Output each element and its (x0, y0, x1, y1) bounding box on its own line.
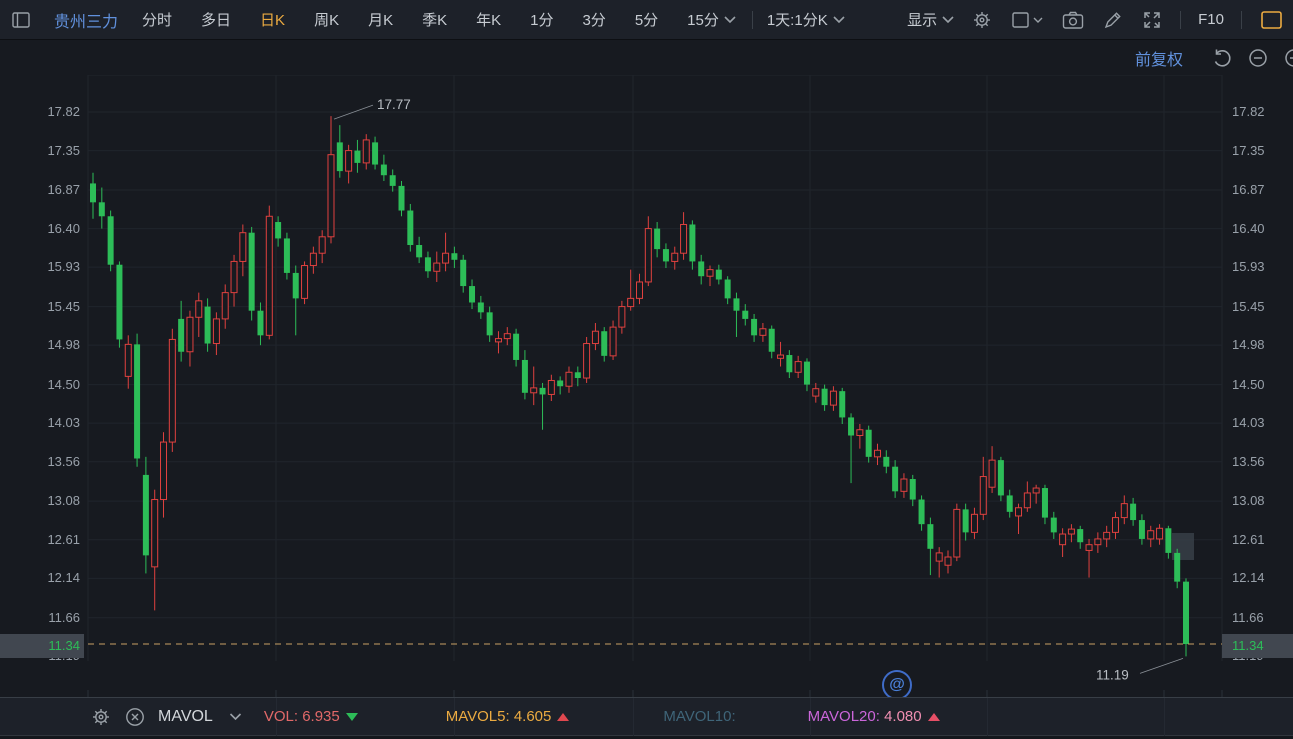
indicator-settings-gear-icon[interactable] (90, 706, 112, 728)
watermark-logo-icon: @ (882, 670, 912, 700)
mavol20-readout: MAVOL20: 4.080 (808, 708, 940, 725)
axis-price-label: 16.40 (47, 220, 80, 236)
tab-rik[interactable]: 日K (260, 12, 286, 29)
axis-price-label: 15.45 (1232, 298, 1265, 314)
axis-price-label: 14.03 (47, 415, 80, 431)
chevron-down-icon (832, 15, 845, 24)
gear-icon[interactable] (971, 9, 993, 31)
grid-stub (276, 698, 277, 736)
top-toolbar: 贵州三力 分时 多日 日K 周K 月K 季K 年K 1分 3分 5分 15分 1… (0, 0, 1293, 40)
axis-price-label: 14.98 (1232, 337, 1265, 353)
axis-price-label: 17.35 (47, 142, 80, 158)
display-menu[interactable]: 显示 (907, 9, 954, 30)
grid-stub (454, 698, 455, 736)
grid-stub (987, 698, 988, 736)
toolbar-separator (751, 10, 753, 29)
axis-price-label: 17.82 (1232, 104, 1265, 119)
mavol10-readout: MAVOL10: (663, 708, 736, 725)
down-triangle-icon (345, 712, 358, 721)
tab-3min[interactable]: 3分 (582, 12, 606, 29)
grid-stub (633, 698, 634, 736)
candlestick-plot[interactable]: 17.77 11.19 (0, 75, 1293, 697)
axis-price-label: 13.08 (1232, 493, 1265, 509)
axis-price-label: 13.56 (47, 453, 80, 469)
bottom-edge (0, 735, 1293, 739)
tab-duori[interactable]: 多日 (201, 12, 232, 29)
chevron-down-icon[interactable] (229, 712, 242, 721)
window-icon[interactable] (10, 9, 32, 31)
chart-area[interactable]: 17.77 11.19 17.82 17.35 16.87 16.40 15.93 15.4… (0, 75, 1293, 700)
current-price-tag-right: 11.34 (1222, 634, 1293, 658)
camera-icon[interactable] (1061, 9, 1085, 31)
axis-price-label: 11.66 (48, 609, 80, 625)
axis-price-label: 15.45 (47, 298, 80, 314)
tab-zhouk[interactable]: 周K (314, 12, 340, 29)
pencil-icon[interactable] (1102, 9, 1124, 31)
y-axis-right: 17.82 17.35 16.87 16.40 15.93 15.45 14.98 14.50… (1230, 75, 1293, 661)
axis-price-label: 13.08 (47, 493, 80, 509)
axis-price-label: 15.93 (47, 259, 80, 275)
toolbar-separator (1180, 10, 1182, 29)
orange-square-icon[interactable] (1259, 9, 1283, 31)
current-price-tag-left: 11.34 (0, 634, 84, 658)
up-triangle-icon (557, 712, 570, 721)
tab-5min[interactable]: 5分 (634, 12, 659, 29)
indicator-close-icon[interactable] (124, 706, 146, 728)
toolbar-separator (1241, 10, 1242, 29)
axis-price-label: 16.87 (47, 181, 80, 197)
axis-price-label: 17.82 (47, 104, 80, 119)
axis-price-label: 12.14 (1232, 570, 1265, 586)
tab-fenshi[interactable]: 分时 (142, 12, 173, 29)
zoom-out-icon[interactable] (1247, 47, 1269, 69)
tab-1min[interactable]: 1分 (530, 12, 554, 29)
undo-icon[interactable] (1211, 47, 1233, 69)
grid-stub (810, 698, 811, 736)
indicator-bar: MAVOL VOL: 6.935 MAVOL5: 4.605 MAVOL10: … (0, 697, 1293, 736)
vol-readout: VOL: 6.935 (264, 708, 358, 725)
axis-price-label: 12.61 (1232, 531, 1265, 547)
indicator-name[interactable]: MAVOL (158, 707, 213, 725)
grid-stub (1164, 698, 1165, 736)
axis-price-label: 14.98 (47, 337, 80, 353)
axis-price-label: 14.50 (1232, 376, 1265, 392)
candles-group (90, 116, 1189, 657)
tab-jik[interactable]: 季K (422, 12, 448, 29)
adjust-mode-button[interactable]: 前复权 (1134, 52, 1183, 69)
mavol5-readout: MAVOL5: 4.605 (446, 708, 570, 725)
axis-price-label: 13.56 (1232, 453, 1265, 469)
axis-price-label: 11.66 (1232, 609, 1264, 625)
axis-price-label: 16.40 (1232, 220, 1265, 236)
y-axis-left: 17.82 17.35 16.87 16.40 15.93 15.45 14.98 14.50… (0, 75, 84, 661)
up-triangle-icon (927, 712, 940, 721)
expand-icon[interactable] (1141, 9, 1163, 31)
axis-price-label: 15.93 (1232, 259, 1265, 275)
stock-name[interactable]: 贵州三力 (54, 13, 119, 31)
high-annotation: 17.77 (377, 97, 411, 112)
axis-price-label: 12.14 (47, 570, 80, 586)
zoom-in-icon[interactable] (1283, 47, 1293, 69)
axis-price-label: 12.61 (47, 531, 80, 547)
tab-yuek[interactable]: 月K (368, 12, 394, 29)
interval-select[interactable]: 1天:1分K (767, 9, 845, 30)
axis-price-label: 14.03 (1232, 415, 1265, 431)
axis-price-label: 16.87 (1232, 181, 1265, 197)
adjust-controls: 前复权 (1135, 44, 1293, 72)
f10-button[interactable]: F10 (1198, 11, 1224, 28)
chevron-down-icon (724, 15, 736, 24)
tab-15min[interactable]: 15分 (687, 9, 736, 30)
tab-niank[interactable]: 年K (476, 12, 502, 29)
low-annotation: 11.19 (1096, 667, 1129, 682)
layout-square-icon[interactable] (1010, 9, 1044, 31)
chevron-down-icon (942, 15, 954, 24)
axis-price-label: 14.50 (47, 376, 80, 392)
axis-price-label: 17.35 (1232, 142, 1265, 158)
